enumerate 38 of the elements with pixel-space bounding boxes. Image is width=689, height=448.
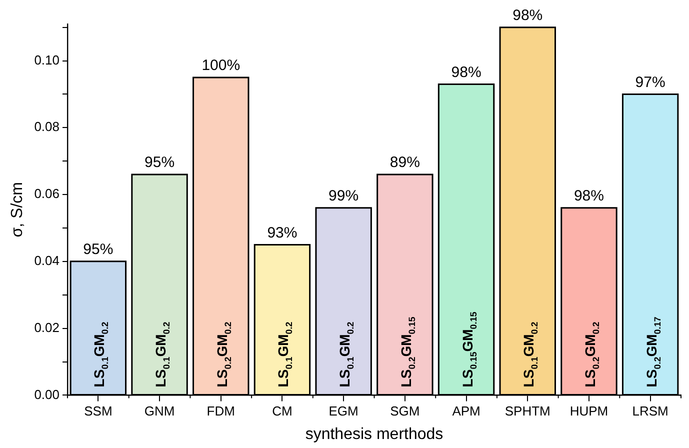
annotation: 93%: [267, 224, 298, 242]
x-tick-label: SPHTM: [504, 404, 550, 419]
annotation: LS0.2GM0.2: [214, 322, 233, 388]
annotation: 97%: [635, 74, 666, 91]
x-tick-label: GNM: [144, 404, 175, 419]
x-tick-label: HUPM: [570, 404, 608, 419]
annotation: LS0.15GM0.15: [459, 312, 478, 388]
y-tick-label: 0.08: [34, 119, 60, 134]
annotation: 98%: [451, 64, 482, 81]
x-tick-label: SGM: [390, 404, 420, 419]
y-tick-label: 0.10: [34, 52, 60, 68]
x-axis-title: synthesis merthods: [305, 426, 444, 443]
y-axis-title: σ, S/cm: [9, 182, 26, 238]
x-tick-label: FDM: [206, 404, 235, 419]
x-tick-label: APM: [452, 404, 480, 419]
annotation: LS0.2GM0.2: [582, 322, 601, 388]
x-tick-label: CM: [272, 404, 292, 419]
annotation: 95%: [83, 241, 114, 258]
x-tick-label: LRSM: [632, 404, 668, 419]
annotation: 89%: [390, 154, 420, 172]
annotation: 95%: [144, 154, 175, 172]
annotation: LS0.1GM0.2: [152, 322, 172, 388]
x-tick-label: EGM: [328, 404, 358, 419]
annotation: LS0.1GM0.2: [275, 322, 294, 388]
x-tick-label: SSM: [84, 404, 112, 419]
annotation: LS0.1GM0.2: [336, 322, 356, 388]
annotation: LS0.2GM0.15: [398, 316, 417, 388]
annotation: LS0.1GM0.2: [520, 322, 540, 388]
annotation: 100%: [202, 57, 240, 74]
y-tick-label: 0.04: [34, 253, 60, 268]
annotation: LS0.2GM0.17: [643, 316, 662, 388]
annotation: 99%: [328, 188, 359, 205]
y-tick-label: 0.00: [34, 386, 60, 402]
y-tick-label: 0.06: [34, 186, 60, 202]
y-tick-label: 0.02: [34, 320, 60, 335]
annotation: 98%: [512, 6, 543, 24]
annotation: LS0.1GM0.2: [91, 322, 110, 388]
annotation: 98%: [574, 188, 604, 205]
